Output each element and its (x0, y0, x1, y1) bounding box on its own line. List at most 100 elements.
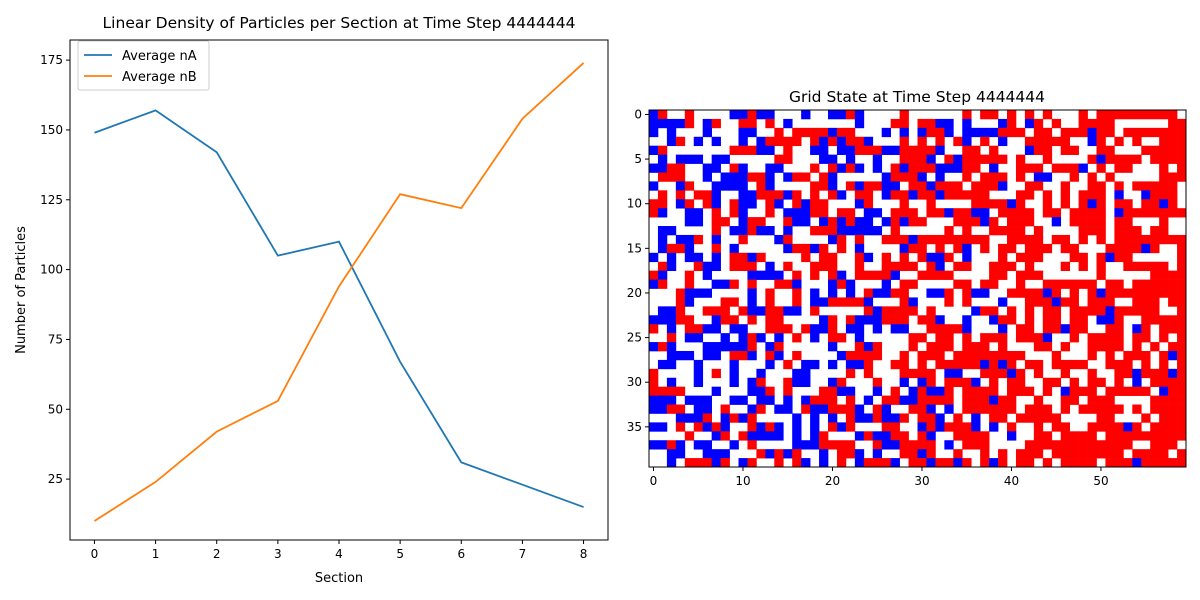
grid-cell (649, 110, 659, 120)
grid-cell (872, 163, 883, 173)
grid-cell (1105, 333, 1115, 343)
grid-cell (890, 413, 900, 423)
grid-cell (810, 431, 820, 441)
grid-cell (828, 136, 838, 147)
grid-cell (1007, 217, 1017, 227)
grid-cell (1150, 315, 1160, 325)
grid-cell (1177, 208, 1187, 218)
grid-cell (935, 386, 945, 396)
grid-cell (980, 172, 990, 182)
grid-cell (899, 306, 909, 316)
grid-cell (828, 315, 838, 325)
grid-cell (962, 163, 972, 173)
grid-cell (729, 368, 739, 379)
grid-cell (881, 440, 891, 450)
grid-cell (1024, 252, 1035, 263)
grid-cell (1096, 306, 1106, 316)
grid-cell (935, 458, 945, 468)
grid-cell (1069, 243, 1079, 254)
grid-cell (783, 118, 793, 129)
grid-cell (693, 377, 704, 388)
grid-cell (872, 377, 883, 388)
grid-cell (729, 226, 739, 236)
grid-cell (998, 413, 1008, 423)
grid-cell (819, 172, 829, 182)
grid-cell (711, 261, 721, 272)
grid-cell (899, 413, 909, 423)
grid-cell (711, 199, 721, 209)
grid-cell (1060, 458, 1070, 468)
grid-cell (819, 217, 829, 227)
grid-cell (863, 431, 874, 441)
grid-cell (1168, 342, 1178, 352)
grid-cell (657, 172, 668, 182)
grid-x-tick-label: 0 (650, 474, 658, 488)
grid-cell (1033, 368, 1044, 379)
grid-cell (881, 288, 891, 298)
grid-cell (1159, 110, 1169, 120)
grid-cell (953, 377, 963, 388)
grid-cell (675, 243, 686, 254)
grid-x-tick-label: 30 (914, 474, 929, 488)
grid-cell (1177, 261, 1187, 272)
grid-cell (872, 431, 883, 441)
grid-cell (1105, 431, 1115, 441)
grid-cell (845, 395, 856, 405)
grid-cell (774, 163, 784, 173)
grid-cell (693, 359, 704, 370)
grid-cell (917, 315, 927, 325)
grid-cell (783, 243, 793, 254)
grid-cell (1007, 386, 1017, 396)
grid-cell (1177, 145, 1187, 155)
grid-cell (953, 154, 963, 164)
grid-cell (854, 342, 865, 352)
grid-cell (1015, 234, 1026, 245)
grid-cell (863, 395, 874, 405)
grid-cell (828, 297, 838, 307)
grid-cell (1105, 145, 1115, 155)
grid-cell (854, 234, 865, 245)
grid-cell (819, 136, 829, 147)
grid-cell (881, 315, 891, 325)
grid-cell (1177, 422, 1187, 432)
grid-cell (971, 163, 981, 173)
grid-cell (1096, 270, 1106, 280)
grid-cell (819, 386, 829, 396)
grid-cell (980, 190, 990, 200)
grid-cell (971, 199, 981, 209)
grid-cell (657, 422, 668, 432)
grid-cell (1096, 297, 1106, 307)
grid-cell (684, 252, 695, 263)
grid-cell (1033, 422, 1044, 432)
grid-cell (693, 324, 704, 334)
grid-cell (1042, 190, 1053, 200)
grid-cell (666, 261, 677, 272)
grid-cell (998, 449, 1008, 459)
grid-cell (1141, 234, 1151, 245)
grid-cell (899, 154, 909, 164)
grid-cell (1177, 333, 1187, 343)
grid-cell (729, 243, 739, 254)
grid-cell (836, 145, 847, 155)
grid-cell (774, 306, 784, 316)
grid-cell (989, 404, 999, 414)
grid-cell (1096, 226, 1106, 236)
grid-cell (801, 368, 811, 379)
grid-cell (1114, 154, 1124, 164)
grid-cell (1150, 288, 1160, 298)
grid-cell (971, 208, 981, 218)
grid-cell (971, 181, 981, 191)
grid-cell (765, 190, 775, 200)
grid-cell (792, 431, 802, 441)
grid-cell (774, 234, 784, 245)
grid-cell (1168, 440, 1178, 450)
grid-cell (962, 359, 972, 370)
grid-cell (953, 368, 963, 379)
grid-cell (845, 359, 856, 370)
grid-cell (899, 190, 909, 200)
grid-cell (1015, 252, 1026, 263)
grid-cell (980, 342, 990, 352)
grid-y-tick-label: 10 (627, 197, 642, 211)
grid-cell (1114, 458, 1124, 468)
grid-cell (1015, 377, 1026, 388)
